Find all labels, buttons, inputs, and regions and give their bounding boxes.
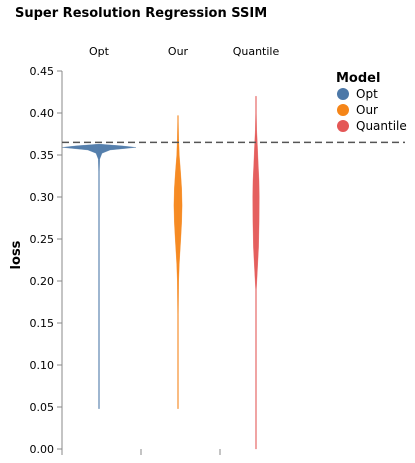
- legend-label-our: Our: [356, 103, 378, 117]
- legend-label-opt: Opt: [356, 87, 378, 101]
- legend-swatch-our: [337, 104, 349, 116]
- violins: [61, 96, 260, 450]
- y-tick-label: 0.30: [30, 191, 55, 204]
- violin-quantile: [252, 96, 260, 450]
- y-tick-label: 0.15: [30, 317, 55, 330]
- facet-label-our: Our: [168, 45, 189, 58]
- y-tick-label: 0.35: [30, 149, 55, 162]
- y-tick-label: 0.40: [30, 107, 55, 120]
- violin-our: [173, 115, 183, 409]
- facet-label-opt: Opt: [89, 45, 110, 58]
- y-tick-label: 0.20: [30, 275, 55, 288]
- y-tick-label: 0.45: [30, 65, 55, 78]
- legend-label-quantile: Quantile: [356, 119, 407, 133]
- x-axis: [61, 449, 221, 455]
- y-axis: 0.00 0.05 0.10 0.15 0.20 0.25 0.30 0.35 0.40 0.45: [30, 65, 63, 456]
- y-tick-label: 0.10: [30, 359, 55, 372]
- y-tick-label: 0.00: [30, 443, 55, 456]
- facet-labels: Opt Our Quantile: [89, 45, 279, 58]
- violin-opt: [61, 143, 137, 409]
- legend: Model Opt Our Quantile: [336, 71, 407, 133]
- legend-swatch-opt: [337, 88, 349, 100]
- legend-swatch-quantile: [337, 120, 349, 132]
- facet-label-quantile: Quantile: [233, 45, 280, 58]
- chart-title: Super Resolution Regression SSIM: [15, 6, 267, 21]
- legend-title: Model: [336, 71, 380, 86]
- y-axis-title: loss: [9, 240, 24, 269]
- y-tick-label: 0.05: [30, 401, 55, 414]
- y-tick-label: 0.25: [30, 233, 55, 246]
